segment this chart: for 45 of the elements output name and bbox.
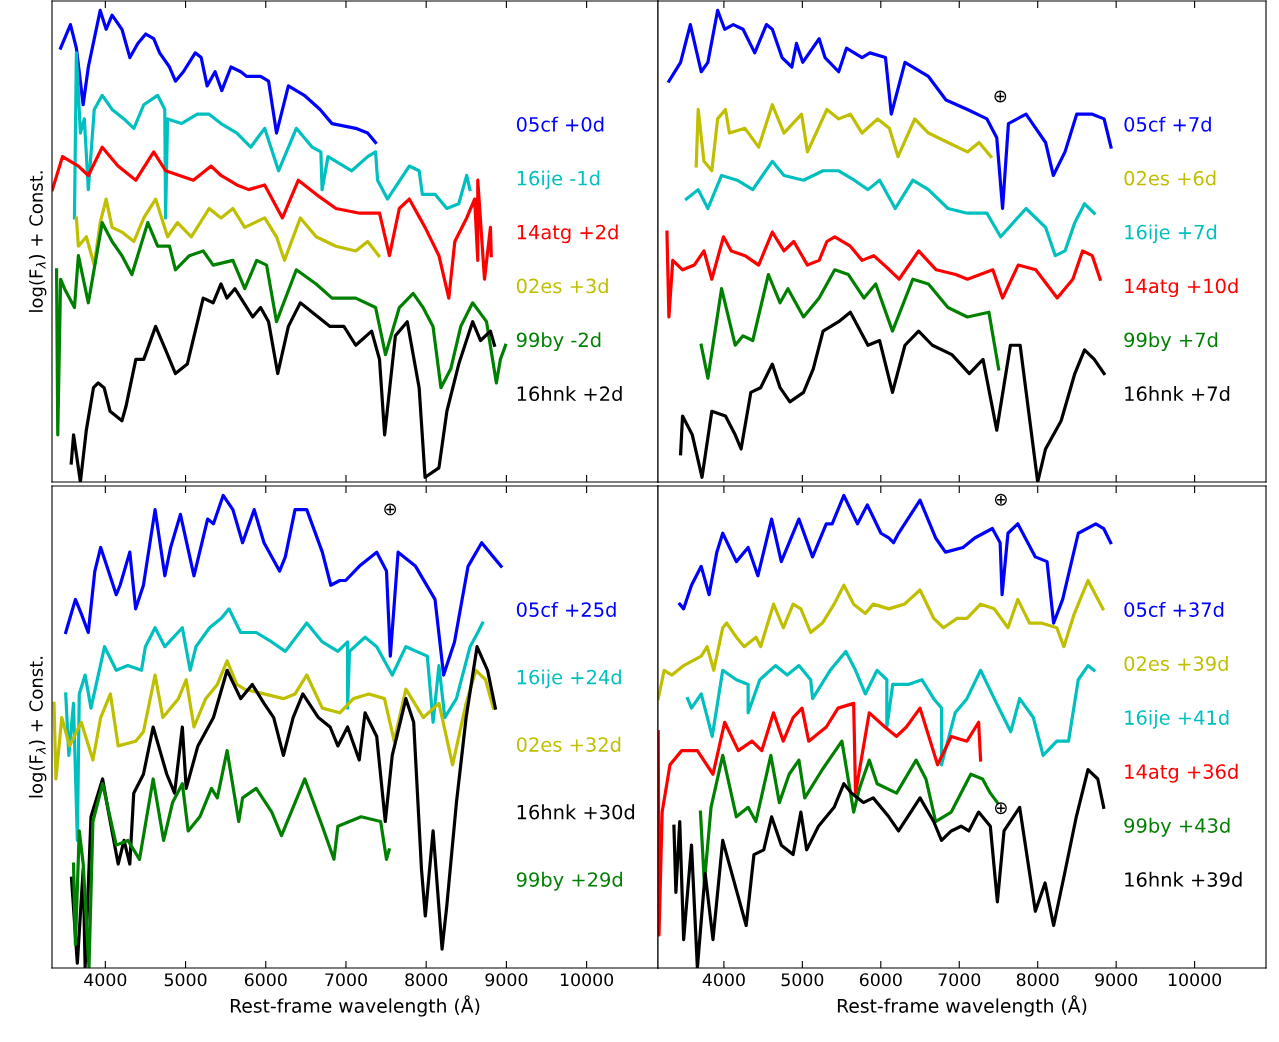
x-tick-label: 10000: [1168, 973, 1222, 987]
series-label: 99by -2d: [516, 332, 601, 351]
text: 16ije +41d: [1125, 709, 1229, 729]
x-tick-label: 4000: [84, 973, 127, 987]
x-tick-label: 10000: [560, 973, 614, 987]
series-label: 16hnk +7d: [1125, 386, 1230, 402]
text: 02es +6d: [1124, 170, 1216, 186]
text: 05cf +37d: [1124, 601, 1224, 617]
text: 05cf +0d: [516, 116, 604, 132]
x-tick-label: 7000: [938, 973, 981, 987]
x-tick-label: 5000: [781, 973, 824, 987]
x-tick-label: 6000: [244, 973, 287, 987]
text: 02es +39d: [1124, 655, 1228, 671]
series-label: 14atg +2d: [517, 224, 618, 244]
text: 16ije -1d: [517, 170, 600, 190]
annotation: ⊕: [994, 493, 1007, 506]
x-tick-label: 9000: [485, 973, 528, 987]
series-label: 14atg +10d: [1125, 278, 1238, 298]
text: 05cf +25d: [516, 601, 616, 617]
y-axis-title: log(F$_{λ}$) + Const.: [28, 656, 47, 798]
x-axis-title: Rest-frame wavelength (Å): [230, 995, 480, 1017]
annotation: ⊕: [994, 90, 1007, 103]
x-axis-title: Rest-frame wavelength (Å): [837, 995, 1087, 1017]
text: 16hnk +39d: [1125, 871, 1242, 887]
x-tick-label: 8000: [1016, 973, 1059, 987]
x-tick-label: 6000: [859, 973, 902, 987]
text: 99by +29d: [516, 871, 622, 891]
x-tick-label: 5000: [164, 973, 207, 987]
text: 16hnk +30d: [517, 804, 635, 820]
x-tick-label: 4000: [702, 973, 745, 987]
annotation: ⊕: [994, 802, 1007, 815]
series-label: 16ije +7d: [1125, 224, 1217, 244]
x-tick-label: 9000: [1095, 973, 1138, 987]
annotation: ⊕: [384, 503, 397, 516]
text: 16hnk +2d: [517, 386, 622, 402]
text: 99by +7d: [1124, 332, 1218, 351]
x-tick-label: 8000: [405, 973, 448, 987]
text: 14atg +36d: [1125, 763, 1238, 783]
text: 99by +43d: [1124, 817, 1230, 837]
series-label: 05cf +7d: [1124, 116, 1211, 132]
y-axis-title: log(F$_{λ}$) + Const.: [28, 171, 47, 312]
series-label: 02es +32d: [516, 736, 621, 752]
x-tick-label: 7000: [325, 973, 367, 987]
text: 02es +3d: [516, 278, 608, 294]
text: 16ije +24d: [517, 669, 621, 689]
